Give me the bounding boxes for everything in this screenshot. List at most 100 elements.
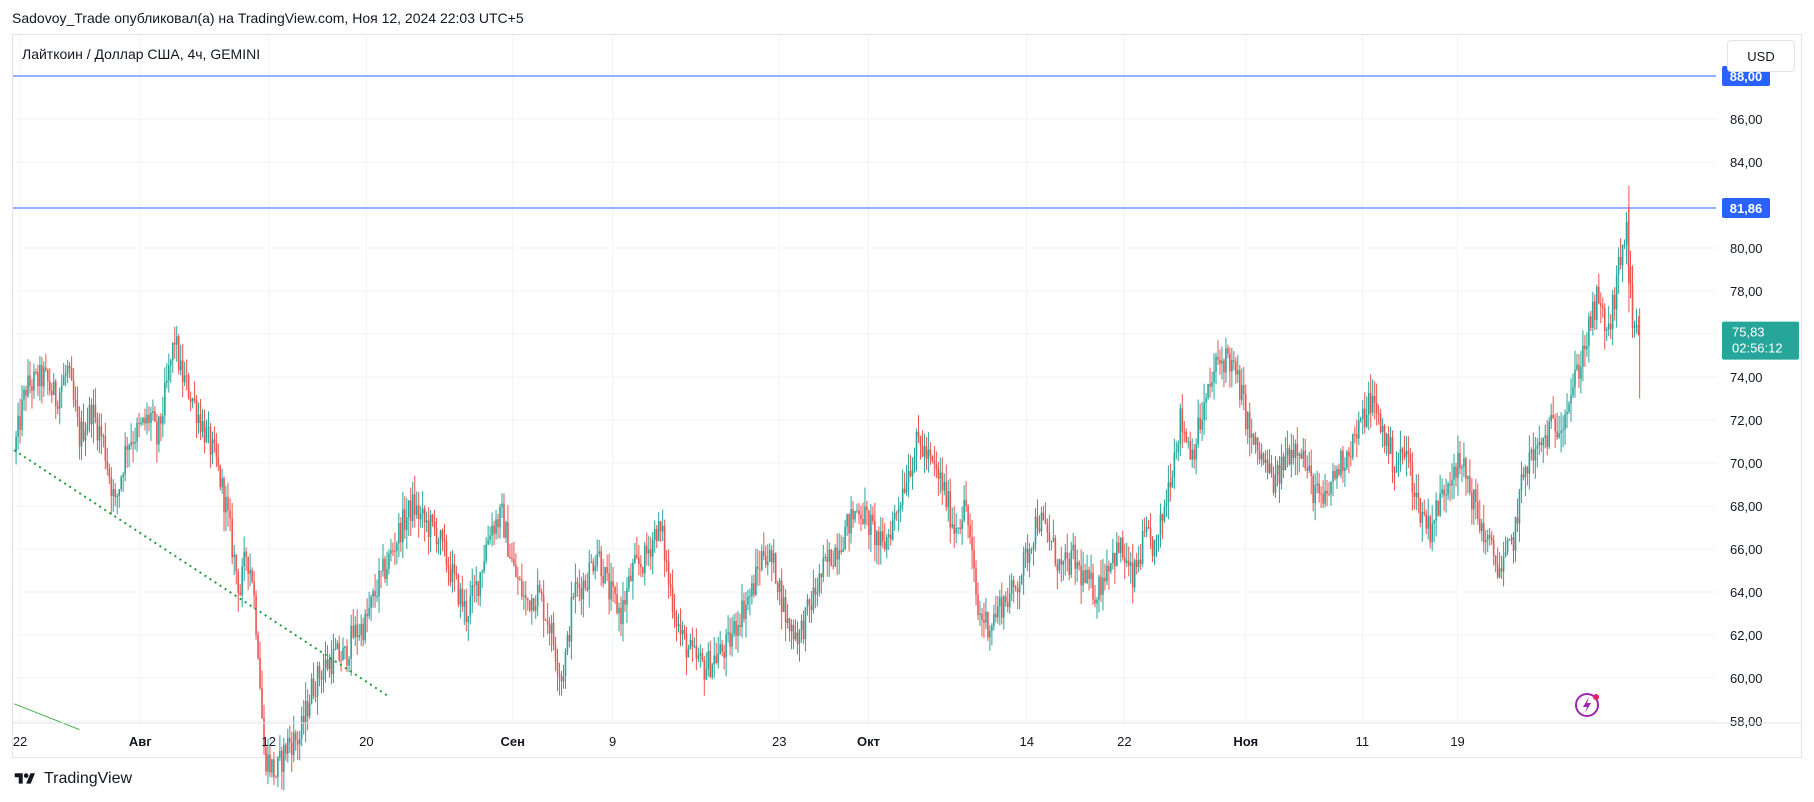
candle-body bbox=[1637, 325, 1640, 335]
candle-body bbox=[80, 421, 83, 447]
candle-body bbox=[1173, 452, 1176, 478]
candle-body bbox=[838, 550, 840, 560]
candle-body bbox=[1352, 434, 1354, 458]
candle-body bbox=[350, 626, 352, 659]
candle-body bbox=[223, 478, 225, 513]
candle-body bbox=[292, 732, 295, 756]
candle-body bbox=[76, 405, 79, 418]
candle-body bbox=[608, 572, 610, 600]
candle-body bbox=[1098, 576, 1100, 600]
candle-body bbox=[582, 580, 585, 600]
candle-body bbox=[1312, 475, 1314, 504]
candle-body bbox=[205, 427, 208, 443]
candle-body bbox=[1403, 452, 1406, 458]
tradingview-footer[interactable]: TradingView bbox=[12, 770, 132, 788]
candle-body bbox=[1076, 562, 1078, 569]
candle-body bbox=[116, 495, 119, 497]
candle-body bbox=[780, 580, 783, 612]
candle-body bbox=[52, 381, 55, 395]
candle-body bbox=[433, 521, 436, 528]
candle-body bbox=[481, 571, 483, 573]
candle-body bbox=[655, 528, 658, 541]
x-tick-label: Сен bbox=[500, 734, 524, 749]
candle-body bbox=[610, 581, 612, 600]
candle-body bbox=[477, 581, 479, 596]
candle-body bbox=[626, 588, 628, 605]
candle-body bbox=[546, 620, 549, 625]
candle-body bbox=[784, 597, 787, 624]
candle-body bbox=[1590, 316, 1592, 328]
candle-body bbox=[544, 619, 547, 621]
lightning-icon[interactable] bbox=[1575, 693, 1599, 717]
candle-body bbox=[398, 523, 400, 544]
candle-body bbox=[1155, 537, 1158, 541]
candle-body bbox=[1526, 467, 1529, 474]
candle-body bbox=[989, 630, 991, 638]
candle-body bbox=[1177, 443, 1180, 452]
candle-body bbox=[1135, 560, 1138, 568]
candle-body bbox=[1588, 316, 1590, 346]
candle-body bbox=[594, 565, 597, 572]
candle-body bbox=[1461, 466, 1463, 469]
candle-body bbox=[647, 549, 650, 554]
candle-body bbox=[1246, 412, 1249, 430]
candle-body bbox=[1268, 463, 1271, 473]
candle-body bbox=[47, 370, 49, 382]
candle-body bbox=[1405, 450, 1408, 458]
candle-body bbox=[832, 565, 835, 567]
candle-body bbox=[523, 595, 525, 597]
candle-body bbox=[72, 380, 75, 400]
candle-body bbox=[447, 565, 450, 570]
x-tick-label: 22 bbox=[13, 734, 27, 749]
candle-body bbox=[326, 659, 329, 670]
candle-body bbox=[132, 442, 134, 444]
candle-body bbox=[406, 517, 408, 531]
candle-body bbox=[677, 624, 680, 627]
candle-body bbox=[225, 496, 227, 513]
candle-body bbox=[925, 446, 928, 459]
candle-body bbox=[402, 509, 404, 543]
candle-body bbox=[1431, 523, 1433, 543]
candle-body bbox=[106, 460, 109, 469]
candle-body bbox=[1292, 449, 1295, 459]
candle-body bbox=[1159, 514, 1162, 535]
candle-body bbox=[1538, 442, 1541, 446]
candle-body bbox=[229, 510, 231, 519]
candle-body bbox=[808, 599, 811, 605]
candle-body bbox=[68, 365, 71, 368]
candle-body bbox=[628, 575, 630, 589]
currency-button[interactable]: USD bbox=[1727, 40, 1795, 72]
y-tick-label: 58,00 bbox=[1730, 714, 1763, 729]
candle-body bbox=[138, 422, 140, 424]
candle-body bbox=[848, 514, 850, 534]
candle-body bbox=[1042, 512, 1045, 520]
candle-body bbox=[687, 649, 690, 658]
candle-body bbox=[1546, 435, 1549, 448]
candle-body bbox=[1123, 557, 1126, 563]
candle-body bbox=[919, 435, 922, 446]
candle-body bbox=[975, 568, 977, 595]
candle-body bbox=[1342, 450, 1344, 472]
candle-body bbox=[1413, 492, 1416, 497]
candle-body bbox=[499, 506, 501, 528]
candle-body bbox=[856, 510, 858, 512]
candle-body bbox=[1179, 408, 1182, 444]
candle-body bbox=[915, 431, 918, 456]
candle-body bbox=[455, 573, 458, 576]
candle-body bbox=[1082, 570, 1084, 586]
candle-body bbox=[1451, 479, 1453, 486]
candle-body bbox=[794, 632, 797, 640]
candle-body bbox=[534, 606, 537, 611]
candle-body bbox=[1272, 472, 1275, 493]
candle-body bbox=[1306, 468, 1309, 471]
candle-body bbox=[693, 645, 696, 647]
candle-body bbox=[885, 536, 888, 550]
candle-body bbox=[1542, 438, 1545, 446]
candle-body bbox=[1233, 360, 1235, 362]
candle-body bbox=[852, 509, 854, 520]
candle-body bbox=[1502, 556, 1505, 572]
candle-body bbox=[453, 564, 456, 574]
candle-body bbox=[1449, 483, 1451, 486]
candle-body bbox=[386, 568, 388, 580]
